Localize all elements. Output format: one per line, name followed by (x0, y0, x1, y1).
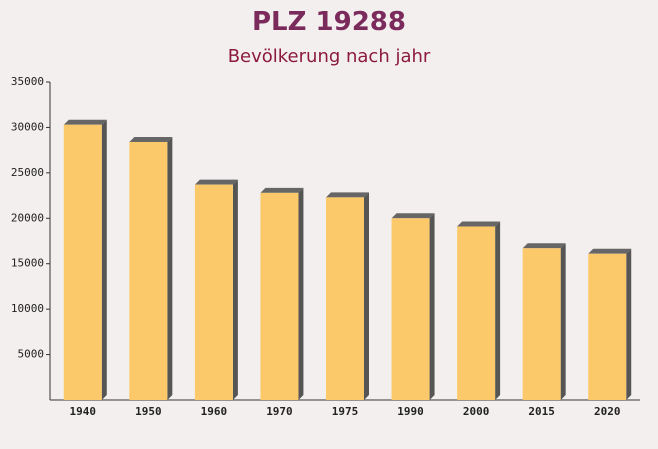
bar-side (101, 119, 107, 401)
bar (457, 226, 496, 400)
bar-top (457, 221, 501, 227)
bar (391, 218, 430, 400)
bar (194, 184, 233, 400)
bar-side (364, 192, 369, 400)
x-tick-label: 1975 (332, 405, 359, 418)
bar-side (495, 221, 501, 400)
x-tick-label: 1970 (266, 405, 293, 418)
bar-side (232, 179, 238, 400)
bar-top (260, 187, 304, 193)
chart-subtitle: Bevölkerung nach jahr (228, 46, 431, 67)
bar-side (167, 136, 173, 401)
bar (522, 248, 561, 400)
bar-side (560, 243, 566, 400)
bar (260, 192, 299, 400)
x-tick-label: 2020 (594, 405, 621, 418)
y-tick-label: 15000 (11, 257, 44, 270)
x-tick-label: 1940 (70, 405, 97, 418)
bar-side (626, 248, 632, 400)
bar-top (63, 119, 107, 125)
x-tick-label: 1990 (397, 405, 424, 418)
y-tick-label: 5000 (18, 348, 45, 361)
y-tick-label: 35000 (11, 75, 44, 88)
bar-side (298, 187, 304, 400)
bar-top (588, 248, 632, 254)
bar (63, 124, 102, 401)
x-tick-label: 2000 (463, 405, 490, 418)
x-tick-label: 1950 (135, 405, 162, 418)
x-tick-label: 2015 (528, 405, 555, 418)
bar (129, 141, 168, 401)
x-tick-label: 1960 (201, 405, 228, 418)
bar-side (429, 213, 435, 400)
bar-top (326, 192, 369, 198)
bar (326, 197, 364, 400)
bar-top (129, 136, 173, 142)
bar-top (391, 213, 435, 219)
bar-top (522, 243, 566, 249)
bar (588, 253, 627, 400)
y-tick-label: 30000 (11, 120, 44, 133)
bar-top (194, 179, 238, 185)
chart-title: PLZ 19288 (252, 7, 406, 37)
y-tick-label: 10000 (11, 302, 44, 315)
y-tick-label: 25000 (11, 166, 44, 179)
y-tick-label: 20000 (11, 211, 44, 224)
